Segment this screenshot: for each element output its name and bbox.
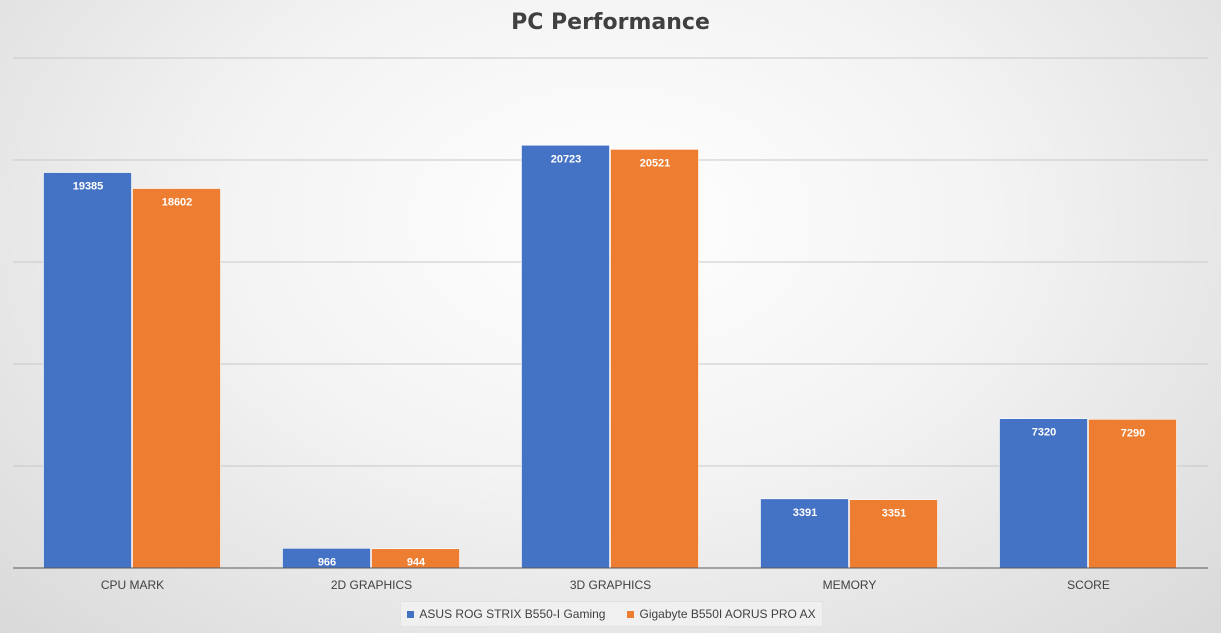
legend-swatch-series-2 <box>627 610 635 618</box>
data-label: 3391 <box>793 507 817 519</box>
x-tick-label: 3D GRAPHICS <box>570 578 651 592</box>
bar-3d-graphics-series-1 <box>521 144 610 569</box>
bar-score-series-2 <box>1088 418 1177 569</box>
legend-label-series-2: Gigabyte B550I AORUS PRO AX <box>639 607 816 621</box>
data-label: 3351 <box>882 508 906 520</box>
bar-memory-series-2 <box>849 499 938 569</box>
data-label: 18602 <box>162 197 193 209</box>
data-label: 966 <box>318 556 336 568</box>
x-tick-label: 2D GRAPHICS <box>331 578 412 592</box>
bar-cpu-mark-series-1 <box>43 172 132 569</box>
data-labels: 19385 18602 966 944 20723 20521 3391 3351 7320 72… <box>73 153 1146 568</box>
x-tick-label: CPU MARK <box>101 578 164 592</box>
x-tick-label: MEMORY <box>823 578 877 592</box>
data-label: 7320 <box>1032 427 1056 439</box>
x-axis: CPU MARK 2D GRAPHICS 3D GRAPHICS MEMORY SCOR… <box>13 567 1208 592</box>
legend: ASUS ROG STRIX B550-I Gaming Gigabyte B5… <box>400 601 823 627</box>
data-label: 7290 <box>1121 427 1145 439</box>
data-label: 19385 <box>73 181 104 193</box>
legend-swatch-series-1 <box>407 610 415 618</box>
x-tick-label: SCORE <box>1067 578 1110 592</box>
data-label: 20521 <box>640 157 671 169</box>
bar-cpu-mark-series-2 <box>132 188 221 569</box>
bars <box>43 144 1177 569</box>
data-label: 944 <box>407 557 426 569</box>
chart-title: PC Performance <box>511 10 710 35</box>
bar-score-series-1 <box>999 418 1088 569</box>
bar-memory-series-1 <box>760 498 849 569</box>
data-label: 20723 <box>551 153 582 165</box>
legend-item-series-2: Gigabyte B550I AORUS PRO AX <box>627 607 816 621</box>
legend-label-series-1: ASUS ROG STRIX B550-I Gaming <box>419 607 606 621</box>
legend-item-series-1: ASUS ROG STRIX B550-I Gaming <box>407 607 605 621</box>
bar-3d-graphics-series-2 <box>610 149 699 569</box>
